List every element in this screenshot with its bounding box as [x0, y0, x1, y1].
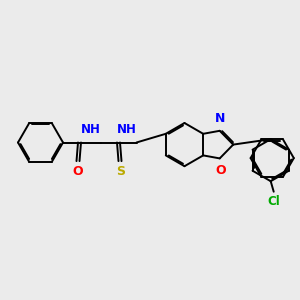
Text: Cl: Cl	[267, 195, 280, 208]
Text: NH: NH	[81, 123, 101, 136]
Text: O: O	[215, 164, 226, 177]
Text: N: N	[214, 112, 225, 125]
Text: O: O	[73, 165, 83, 178]
Text: S: S	[116, 165, 125, 178]
Text: NH: NH	[117, 123, 137, 136]
